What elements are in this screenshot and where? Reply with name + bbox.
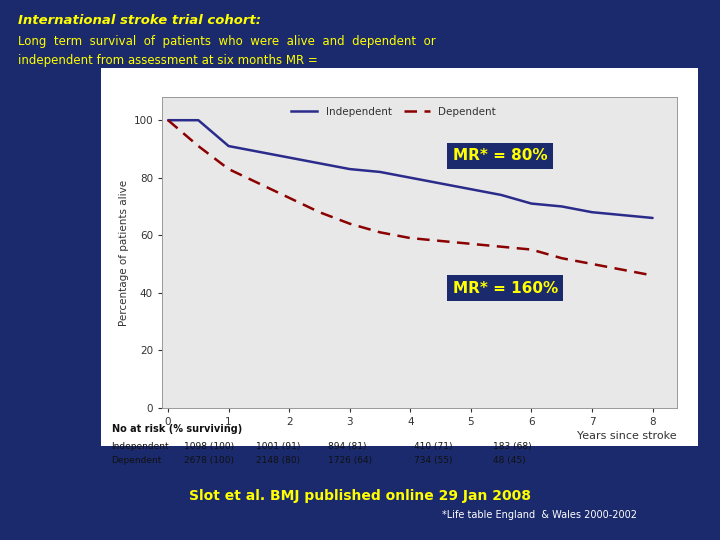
Text: MR* = 160%: MR* = 160% xyxy=(453,281,558,296)
Text: 894 (81): 894 (81) xyxy=(328,442,366,451)
X-axis label: Years since stroke: Years since stroke xyxy=(577,431,677,441)
Text: 1726 (64): 1726 (64) xyxy=(328,456,372,465)
Text: *Life table England  & Wales 2000-2002: *Life table England & Wales 2000-2002 xyxy=(443,510,637,521)
Text: 410 (71): 410 (71) xyxy=(414,442,452,451)
Text: Dependent: Dependent xyxy=(112,456,162,465)
Legend: Independent, Dependent: Independent, Dependent xyxy=(287,103,500,121)
Text: 2148 (80): 2148 (80) xyxy=(256,456,300,465)
Text: MR* = 80%: MR* = 80% xyxy=(453,148,547,164)
Text: International stroke trial cohort:: International stroke trial cohort: xyxy=(18,14,261,26)
Text: No at risk (% surviving): No at risk (% surviving) xyxy=(112,424,242,434)
Text: 1001 (91): 1001 (91) xyxy=(256,442,300,451)
Text: 2678 (100): 2678 (100) xyxy=(184,456,233,465)
Text: independent from assessment at six months MR =: independent from assessment at six month… xyxy=(18,54,318,67)
Text: Long  term  survival  of  patients  who  were  alive  and  dependent  or: Long term survival of patients who were … xyxy=(18,35,436,48)
Y-axis label: Percentage of patients alive: Percentage of patients alive xyxy=(120,179,129,326)
Text: Independent: Independent xyxy=(112,442,169,451)
Text: 48 (45): 48 (45) xyxy=(493,456,526,465)
Text: 1098 (100): 1098 (100) xyxy=(184,442,234,451)
Text: Slot et al. BMJ published online 29 Jan 2008: Slot et al. BMJ published online 29 Jan … xyxy=(189,489,531,503)
Text: 183 (68): 183 (68) xyxy=(493,442,532,451)
Text: 734 (55): 734 (55) xyxy=(414,456,452,465)
